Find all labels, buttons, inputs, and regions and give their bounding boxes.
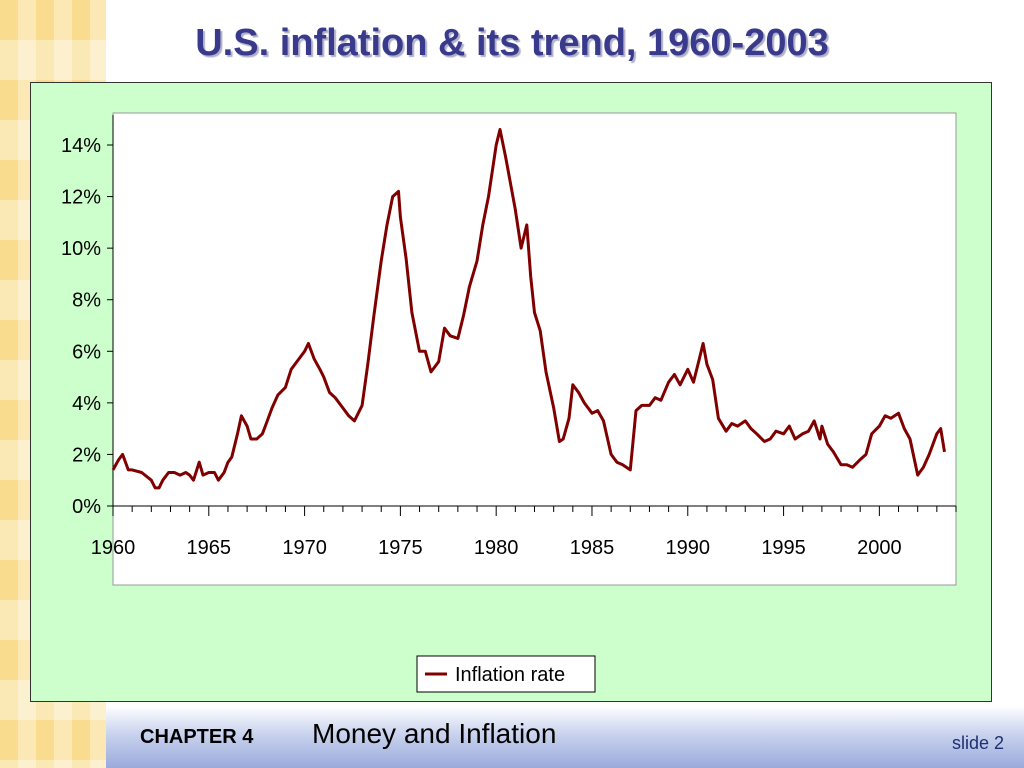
footer-bar	[106, 706, 1024, 768]
y-tick-label: 4%	[72, 393, 101, 415]
x-tick-label: 1980	[474, 537, 519, 559]
x-tick-label: 1990	[666, 537, 711, 559]
x-tick-label: 1960	[91, 537, 136, 559]
y-tick-label: 10%	[61, 238, 101, 260]
x-tick-label: 1985	[570, 537, 615, 559]
y-tick-label: 2%	[72, 444, 101, 466]
inflation-rate-line	[111, 128, 946, 490]
chapter-title: Money and Inflation	[312, 718, 557, 749]
y-tick-label: 12%	[61, 187, 101, 209]
plot-area	[112, 112, 957, 586]
x-tick-label: 1975	[378, 537, 423, 559]
slide-title: U.S. inflation & its trend, 1960-2003	[195, 22, 829, 64]
x-tick-label: 2000	[857, 537, 902, 559]
chapter-label: CHAPTER 4	[140, 726, 254, 748]
y-tick-label: 8%	[72, 290, 101, 312]
x-tick-label: 1995	[761, 537, 806, 559]
legend: Inflation rate	[416, 655, 596, 693]
x-tick-label: 1965	[187, 537, 232, 559]
legend-label: Inflation rate	[455, 664, 565, 686]
y-tick-label: 6%	[72, 341, 101, 363]
x-tick-label: 1970	[282, 537, 327, 559]
inflation-chart: 0% 2% 4% 6% 8% 10% 12% 14% 1960 1965 1970 1975 1980…	[61, 112, 957, 693]
chart-frame: 0% 2% 4% 6% 8% 10% 12% 14% 1960 1965 1970 1975 1980…	[30, 82, 992, 702]
slide-number: slide 2	[951, 733, 1004, 753]
y-axis: 0% 2% 4% 6% 8% 10% 12% 14%	[61, 115, 114, 518]
x-axis: 1960 1965 1970 1975 1980 1985 1990 1995 2000	[91, 505, 957, 559]
y-tick-label: 14%	[61, 135, 101, 157]
y-tick-label: 0%	[72, 496, 101, 518]
